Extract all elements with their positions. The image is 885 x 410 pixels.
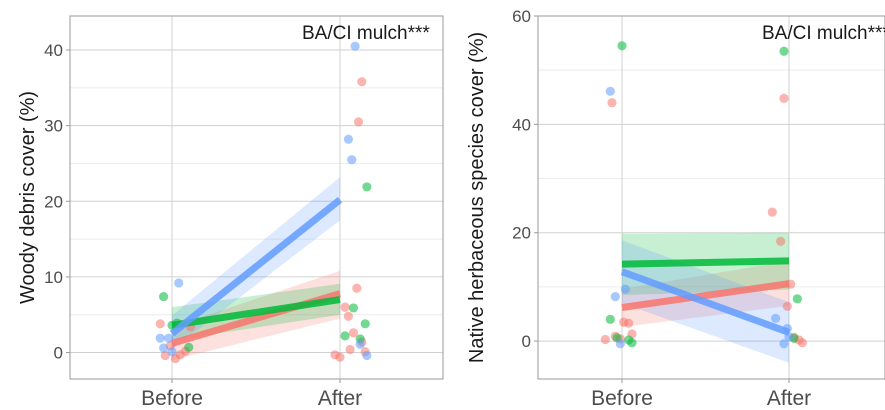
y-tick-label: 10 (44, 268, 63, 287)
data-point-green (605, 314, 615, 325)
data-point-red (779, 93, 789, 103)
data-point-green (779, 46, 789, 56)
x-tick-label: After (318, 387, 362, 410)
chart-annotation: BA/CI mulch*** (762, 23, 885, 44)
y-tick-label: 40 (512, 115, 531, 134)
data-point-blue (174, 278, 184, 288)
trend-lines (620, 257, 791, 336)
data-point-blue (355, 339, 365, 349)
x-tick-labels: Before After (591, 379, 811, 410)
data-point-red (624, 318, 634, 328)
data-point-blue (350, 41, 360, 51)
data-point-blue (362, 350, 372, 361)
data-point-blue (347, 155, 357, 165)
data-point-blue (605, 86, 615, 96)
data-point-red (352, 283, 362, 293)
data-point-red (335, 352, 345, 362)
data-point-red (776, 236, 786, 246)
data-point-blue (164, 333, 174, 343)
trend-line-blue (620, 268, 791, 336)
grid (70, 16, 443, 379)
y-tick-label: 30 (44, 117, 63, 136)
data-point-blue (779, 339, 789, 349)
data-point-blue (610, 292, 620, 302)
panel-background (538, 16, 885, 379)
data-point-red (357, 77, 367, 87)
data-point-green (360, 319, 370, 329)
y-tick-label: 0 (54, 344, 63, 363)
data-point-blue (155, 333, 165, 343)
data-point-red (600, 334, 610, 345)
y-tick-label: 0 (522, 332, 531, 351)
data-point-blue (167, 347, 177, 357)
x-tick-label: After (767, 387, 811, 410)
data-point-red (348, 328, 359, 338)
x-tick-label: Before (591, 387, 653, 410)
data-point-blue (343, 134, 353, 144)
data-point-blue (620, 284, 630, 294)
trend-lines (169, 197, 343, 347)
x-tick-label: Before (141, 387, 203, 410)
trend-line-red (621, 280, 790, 311)
x-tick-labels: Before After (141, 379, 362, 410)
data-point-blue (615, 339, 625, 349)
data-point-red (797, 338, 807, 348)
y-tick-label: 20 (44, 192, 63, 211)
chart-annotation: BA/CI mulch*** (302, 23, 430, 44)
left-chart: 0 10 20 30 40 Before After BA/CI mulch*** Woo… (17, 15, 444, 410)
data-point-red (782, 301, 792, 311)
right-chart: 0 20 40 60 Before After BA/CI mulch*** Nativ… (466, 7, 885, 410)
data-point-green (627, 338, 637, 348)
y-tick-labels: 0 20 40 60 (512, 7, 538, 351)
data-point-green (792, 294, 802, 304)
data-point-green (159, 291, 169, 302)
data-points (600, 41, 807, 349)
data-point-green (362, 182, 372, 192)
data-point-red (340, 302, 350, 312)
data-point-green (617, 41, 627, 51)
y-tick-labels: 0 10 20 30 40 (44, 41, 70, 363)
y-tick-label: 60 (512, 7, 531, 26)
data-point-red (353, 117, 364, 127)
y-axis-label: Native herbaceous species cover (%) (466, 32, 488, 363)
data-point-red (607, 98, 617, 108)
trend-line-green (171, 296, 341, 329)
data-point-red (160, 350, 170, 361)
y-tick-label: 20 (512, 224, 531, 243)
panel-border (69, 15, 444, 380)
data-point-blue (771, 313, 781, 323)
data-point-red (343, 311, 353, 321)
y-axis-label: Woody debris cover (%) (17, 91, 39, 304)
trend-line-green (621, 257, 790, 268)
y-tick-label: 40 (44, 41, 63, 60)
data-point-green (184, 342, 194, 352)
data-point-red (345, 344, 355, 355)
data-point-blue (159, 343, 169, 353)
data-point-red (155, 319, 165, 329)
data-point-green (340, 331, 350, 341)
panel-border (537, 15, 885, 380)
trend-line-blue (169, 197, 343, 337)
data-point-green (348, 303, 359, 313)
data-point-red (767, 207, 777, 217)
